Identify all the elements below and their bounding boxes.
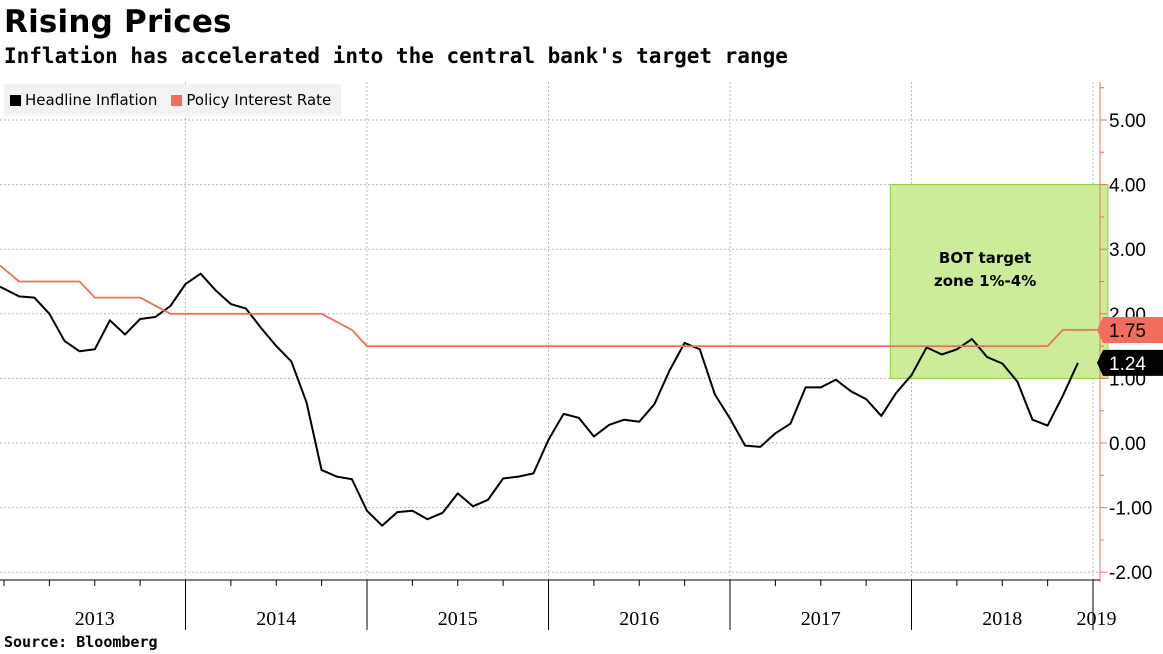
series-lines xyxy=(0,264,1108,527)
end-label-policy-rate: 1.75 xyxy=(1109,321,1146,342)
target-zone-label: BOT target xyxy=(939,249,1031,267)
legend-swatch-policy-interest-rate xyxy=(171,94,183,106)
legend-swatch-headline-inflation xyxy=(10,94,21,106)
target-zone: BOT target zone 1%-4% xyxy=(889,184,1109,379)
legend-label: Headline Inflation xyxy=(25,91,158,109)
chart-subtitle: Inflation has accelerated into the centr… xyxy=(4,44,788,68)
chart-title: Rising Prices xyxy=(4,4,232,40)
end-label-policy-rate-bg xyxy=(1097,316,1163,343)
legend-label: Policy Interest Rate xyxy=(186,91,332,109)
end-labels: 1.75 1.24 xyxy=(1097,316,1163,376)
x-tick-label: 2013 xyxy=(75,608,115,630)
y-tick-label: 4.00 xyxy=(1109,176,1146,197)
x-tick-label: 2017 xyxy=(801,608,841,630)
legend-item-headline-inflation: Headline Inflation xyxy=(10,91,157,109)
y-tick-label: 0.00 xyxy=(1109,434,1146,455)
x-tick-label: 2016 xyxy=(619,608,659,630)
legend-item-policy-interest-rate: Policy Interest Rate xyxy=(171,91,331,109)
source-note: Source: Bloomberg xyxy=(4,633,158,651)
x-tick-label: 2015 xyxy=(438,608,478,630)
end-label-inflation: 1.24 xyxy=(1109,354,1146,375)
y-tick-label: 5.00 xyxy=(1109,111,1146,132)
series-line-policy-interest-rate xyxy=(0,264,1108,347)
legend: Headline Inflation Policy Interest Rate xyxy=(4,84,342,116)
x-tick-label: 2018 xyxy=(982,608,1022,630)
x-tick-label: 2019 xyxy=(1077,608,1117,630)
target-zone-label: zone 1%-4% xyxy=(934,272,1036,290)
series-line-headline-inflation xyxy=(0,272,1079,527)
x-tick-label: 2014 xyxy=(256,608,296,630)
y-tick-label: -2.00 xyxy=(1109,563,1152,584)
y-tick-label: 3.00 xyxy=(1109,240,1146,261)
end-label-inflation-bg xyxy=(1097,349,1163,376)
y-tick-label: -1.00 xyxy=(1109,499,1152,520)
